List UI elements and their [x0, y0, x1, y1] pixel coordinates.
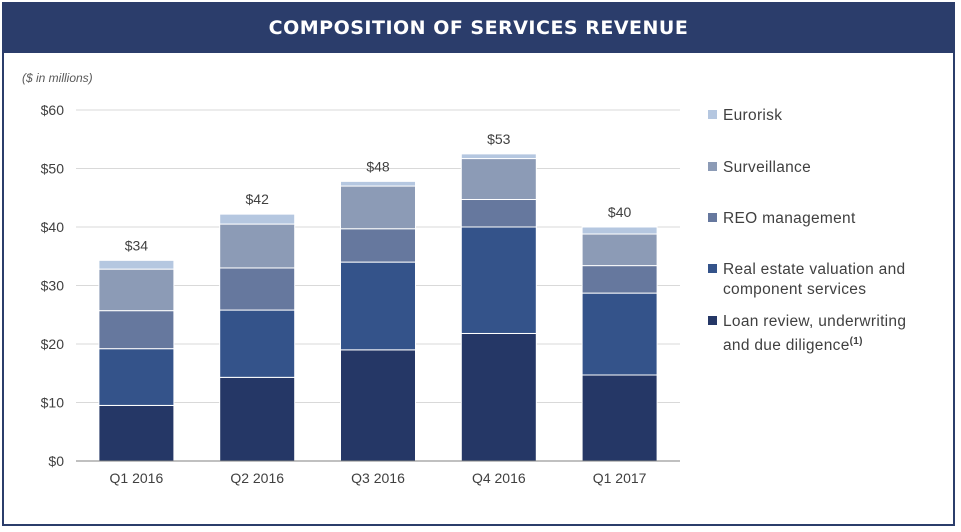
title-bar: COMPOSITION OF SERVICES REVENUE — [3, 3, 954, 53]
bar-segment — [460, 158, 537, 201]
bar-segment — [219, 213, 296, 225]
bar-segment — [340, 261, 416, 351]
footnote-marker: (1) — [849, 336, 863, 347]
bar-segment — [340, 180, 416, 187]
bar-segment — [340, 185, 416, 230]
legend-label: Loan review, underwriting and due diligen… — [723, 312, 906, 356]
bar-total-label: $40 — [608, 204, 632, 220]
bar-segment — [460, 226, 537, 334]
bar-segment — [581, 292, 658, 376]
x-tick-label: Q2 2016 — [230, 470, 284, 486]
legend-swatch — [708, 316, 717, 325]
legend-label-line: REO management — [723, 210, 856, 227]
y-tick-label: $20 — [41, 336, 65, 352]
bar-segment — [98, 348, 175, 406]
legend-label-line: Eurorisk — [723, 107, 783, 124]
bar-segment — [219, 309, 296, 378]
chart-title: COMPOSITION OF SERVICES REVENUE — [268, 17, 689, 39]
bar-segment — [340, 349, 416, 462]
y-tick-label: $30 — [41, 278, 65, 294]
bar-total-label: $53 — [487, 131, 511, 147]
bar-segment — [581, 374, 658, 462]
legend-item: Surveillance — [708, 158, 811, 178]
bar-total-label: $42 — [246, 191, 270, 207]
units-subtitle: ($ in millions) — [22, 71, 93, 85]
legend-label: Real estate valuation and component servi… — [723, 260, 905, 300]
bar-total-label: $34 — [125, 237, 149, 253]
x-tick-label: Q1 2017 — [593, 470, 647, 486]
x-tick-label: Q3 2016 — [351, 470, 405, 486]
bar-segment — [98, 268, 175, 312]
y-tick-label: $0 — [48, 453, 64, 469]
bar-segment — [98, 259, 175, 270]
x-tick-label: Q1 2016 — [110, 470, 164, 486]
legend-item: REO management — [708, 209, 856, 229]
legend-swatch — [708, 162, 717, 171]
bar-segment — [98, 404, 175, 462]
legend-label-line: Loan review, underwriting — [723, 313, 907, 330]
bar-segment — [219, 376, 296, 462]
y-tick-label: $40 — [41, 219, 65, 235]
bar-segment — [98, 310, 175, 350]
legend-label-line: Real estate valuation and — [723, 261, 906, 278]
y-tick-label: $10 — [41, 395, 65, 411]
legend-swatch — [708, 264, 717, 273]
bar-segment — [460, 153, 537, 160]
legend-label-line: component services — [723, 281, 867, 298]
legend-item: Loan review, underwriting and due diligen… — [708, 312, 906, 356]
x-tick-label: Q4 2016 — [472, 470, 526, 486]
bar-segment — [219, 267, 296, 311]
legend-label: Surveillance — [723, 158, 811, 178]
legend-swatch — [708, 110, 717, 119]
legend-label: REO management — [723, 209, 856, 229]
legend-item: Eurorisk — [708, 106, 782, 126]
bar-segment — [460, 332, 537, 462]
legend-item: Real estate valuation and component servi… — [708, 260, 905, 300]
legend-label-line: and due diligence — [723, 337, 850, 355]
legend-label: Eurorisk — [723, 106, 782, 126]
bar-segment — [460, 199, 537, 228]
legend-label-line: Surveillance — [723, 159, 812, 176]
bar-total-label: $48 — [366, 158, 390, 174]
bar-segment — [219, 223, 296, 269]
bar-segment — [581, 265, 658, 294]
bar-segment — [581, 226, 658, 235]
legend-swatch — [708, 213, 717, 222]
y-tick-label: $60 — [41, 102, 65, 118]
bar-segment — [581, 233, 658, 267]
y-tick-label: $50 — [41, 161, 65, 177]
bar-segment — [340, 228, 416, 263]
